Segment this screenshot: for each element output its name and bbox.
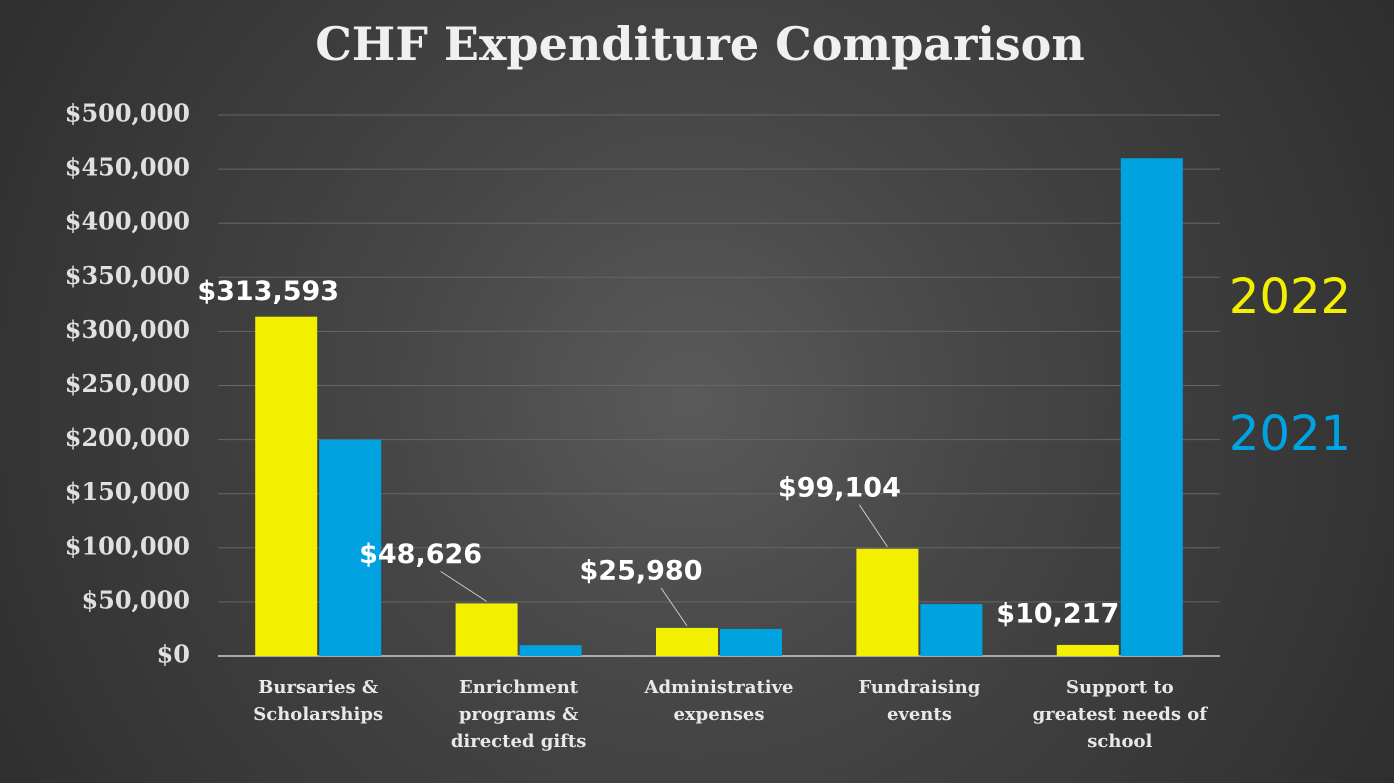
bar: [455, 603, 518, 656]
legend-label: 2021: [1229, 406, 1351, 462]
y-tick-label: $250,000: [65, 369, 190, 398]
x-tick-label: Administrative expenses: [644, 677, 794, 725]
leader-line: [858, 504, 888, 548]
chart-title: CHF Expenditure Comparison: [315, 17, 1085, 71]
y-tick-label: $300,000: [65, 315, 190, 344]
bar: [319, 439, 382, 656]
y-tick-label: $350,000: [65, 261, 190, 290]
bar: [519, 645, 582, 656]
y-tick-label: $150,000: [65, 477, 190, 506]
bar: [720, 628, 782, 656]
leader-line: [660, 587, 688, 627]
y-tick-label: $100,000: [65, 531, 190, 560]
y-tick-label: $50,000: [81, 585, 190, 614]
x-tick-label: Enrichment programs & directed gifts: [450, 677, 587, 752]
x-tick-label: Bursaries & Scholarships: [253, 677, 384, 725]
y-tick-label: $400,000: [65, 207, 190, 236]
bar: [255, 316, 318, 656]
x-tick-label: Support to greatest needs of school: [1032, 677, 1207, 752]
bar: [856, 548, 919, 656]
y-tick-label: $200,000: [65, 423, 190, 452]
bar: [1056, 644, 1119, 656]
bar: [920, 604, 983, 656]
data-label: $99,104: [778, 472, 901, 503]
leader-line: [440, 570, 487, 602]
y-tick-label: $450,000: [65, 153, 190, 182]
y-tick-label: $0: [157, 640, 190, 669]
x-tick-label: Fundraising events: [858, 677, 981, 725]
data-label: $25,980: [580, 555, 703, 586]
data-label: $10,217: [996, 598, 1119, 629]
y-tick-label: $500,000: [65, 99, 190, 128]
bar: [656, 627, 718, 656]
data-label: $48,626: [359, 539, 482, 570]
data-label: $313,593: [197, 276, 339, 307]
legend-label: 2022: [1229, 269, 1351, 325]
bar: [1120, 158, 1183, 656]
